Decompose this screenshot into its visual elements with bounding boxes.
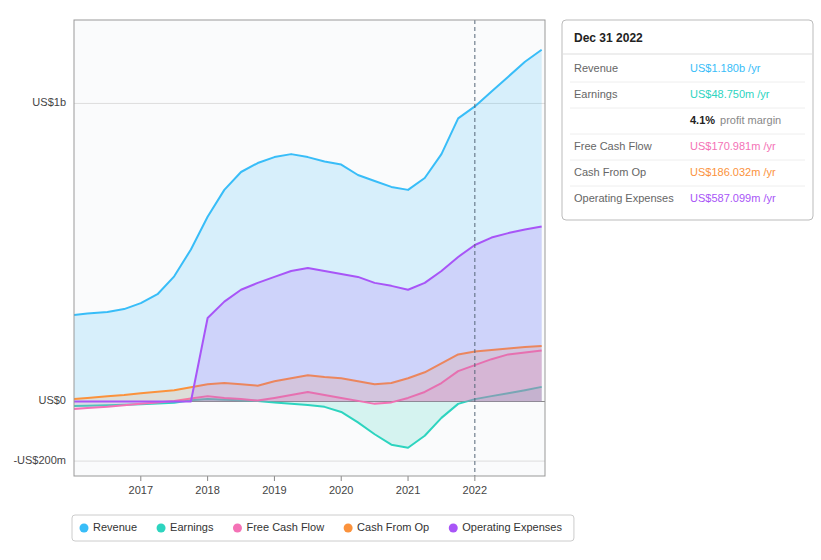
x-tick	[474, 476, 475, 481]
tooltip-label: Operating Expenses	[574, 192, 674, 204]
plot-frame	[74, 20, 545, 476]
tooltip-value: US$587.099m /yr	[690, 192, 776, 204]
tooltip-value: US$170.981m /yr	[690, 140, 776, 152]
tooltip: Dec 31 2022 Revenue US$1.180b /yr Earnings U…	[562, 20, 813, 220]
x-tick	[341, 476, 342, 481]
tooltip-label: Cash From Op	[574, 166, 646, 178]
tooltip-title: Dec 31 2022	[574, 31, 643, 45]
tooltip-suffix: profit margin	[720, 114, 781, 126]
tooltip-value: 4.1%	[690, 114, 715, 126]
legend-label: Free Cash Flow	[246, 521, 324, 533]
plot-data	[74, 20, 542, 476]
tooltip-box	[562, 20, 813, 220]
tooltip-label: Free Cash Flow	[574, 140, 652, 152]
y-tick-label: -US$200m	[13, 454, 66, 466]
marker-line	[474, 20, 475, 476]
tooltip-label: Earnings	[574, 88, 618, 100]
legend-marker	[157, 524, 166, 533]
legend-marker	[449, 524, 458, 533]
x-tick-label: 2022	[463, 484, 487, 496]
x-tick	[274, 476, 275, 481]
x-tick	[140, 476, 141, 481]
tooltip-row-divider	[570, 160, 805, 161]
tooltip-label: Revenue	[574, 62, 618, 74]
x-tick-label: 2019	[262, 484, 286, 496]
plot-background	[74, 20, 545, 476]
legend-marker	[80, 524, 89, 533]
y-tick-label: US$0	[38, 394, 66, 406]
x-tick-label: 2021	[396, 484, 420, 496]
tooltip-value: US$1.180b /yr	[690, 62, 761, 74]
x-tick-label: 2017	[129, 484, 153, 496]
tooltip-row-divider	[570, 82, 805, 83]
grid-line	[74, 461, 545, 462]
x-tick-label: 2020	[329, 484, 353, 496]
tooltip-row-divider	[570, 108, 805, 109]
x-tick	[207, 476, 208, 481]
series-area	[74, 227, 542, 402]
grid-line	[74, 103, 545, 104]
legend-label: Revenue	[93, 521, 137, 533]
legend: Revenue Earnings Free Cash Flow Cash From O…	[72, 515, 574, 541]
legend-label: Operating Expenses	[462, 521, 562, 533]
legend-marker	[344, 524, 353, 533]
legend-label: Earnings	[170, 521, 214, 533]
legend-label: Cash From Op	[357, 521, 429, 533]
tooltip-row-divider	[570, 186, 805, 187]
tooltip-row-divider	[570, 134, 805, 135]
tooltip-value: US$48.750m /yr	[690, 88, 770, 100]
tooltip-divider	[562, 54, 813, 55]
y-tick-label: US$1b	[32, 96, 66, 108]
legend-marker	[233, 524, 242, 533]
chart: -US$200m US$0 US$1b 2017 2018 2019 2020 2021 202…	[0, 0, 821, 560]
x-tick	[408, 476, 409, 481]
tooltip-value: US$186.032m /yr	[690, 166, 776, 178]
legend-box	[72, 515, 574, 541]
series-area	[74, 50, 542, 402]
series-line	[74, 227, 542, 402]
x-tick-label: 2018	[195, 484, 219, 496]
